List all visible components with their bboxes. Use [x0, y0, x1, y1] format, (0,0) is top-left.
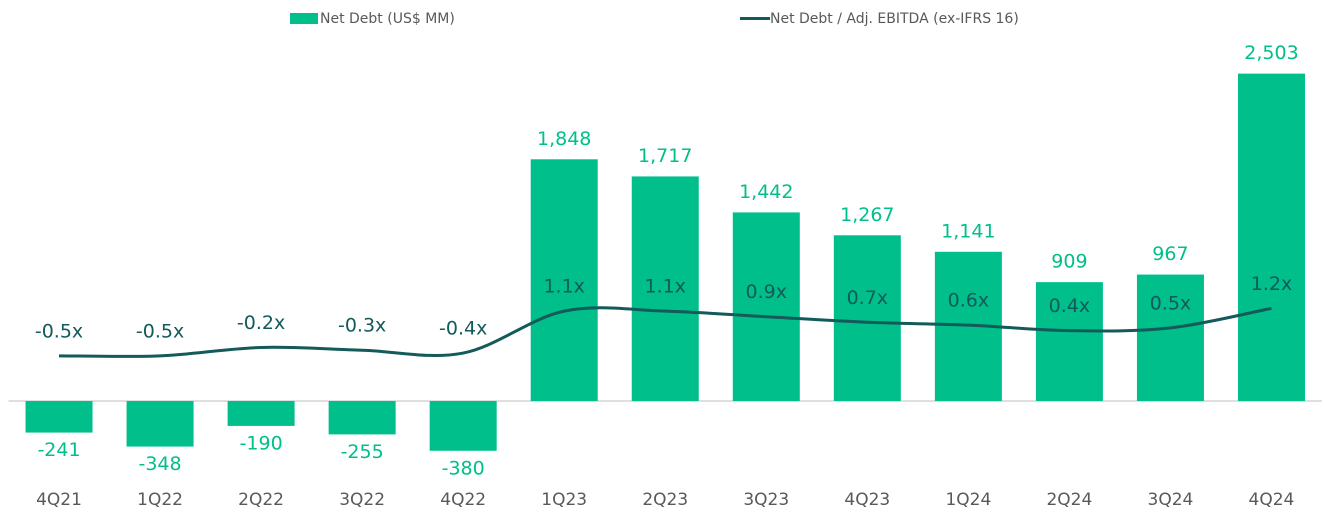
bar: [833, 235, 901, 402]
line-value-label: 0.9x: [746, 281, 787, 303]
line-value-label: -0.5x: [136, 320, 184, 342]
line-value-label: 0.6x: [948, 290, 989, 312]
bar-value-label: 1,848: [537, 128, 591, 150]
x-tick-label: 2Q22: [238, 490, 284, 510]
line-value-label: 0.5x: [1150, 292, 1191, 314]
line-value-label: 1.1x: [543, 276, 584, 298]
x-tick-label: 4Q21: [36, 490, 82, 510]
bar: [732, 212, 800, 402]
line-value-label: -0.3x: [338, 315, 386, 337]
legend-label: Net Debt (US$ MM): [320, 11, 455, 27]
bar-value-label: -255: [341, 441, 384, 463]
bar-value-label: 967: [1152, 243, 1188, 265]
bar-value-label: -190: [240, 432, 283, 454]
bar: [328, 401, 396, 435]
bar-value-label: 909: [1051, 251, 1087, 273]
bar: [1136, 274, 1204, 402]
line: [59, 306, 1272, 358]
bar: [227, 401, 295, 426]
x-tick-label: 3Q22: [339, 490, 385, 510]
line-value-label: 1.2x: [1251, 273, 1292, 295]
line-value-label: -0.2x: [237, 312, 285, 334]
bar-value-label: -348: [138, 453, 181, 475]
x-tick-label: 4Q23: [844, 490, 890, 510]
bar: [530, 159, 598, 402]
line-value-label: 1.1x: [645, 276, 686, 298]
bar-value-label: 1,717: [638, 145, 692, 167]
legend-label: Net Debt / Adj. EBITDA (ex-IFRS 16): [770, 11, 1019, 27]
bar: [25, 401, 93, 433]
x-tick-label: 2Q24: [1046, 490, 1092, 510]
x-tick-label: 3Q23: [743, 490, 789, 510]
bar: [1035, 282, 1103, 402]
x-tick-label: 2Q23: [642, 490, 688, 510]
x-tick-label: 4Q24: [1249, 490, 1295, 510]
bar-value-label: -380: [442, 457, 485, 479]
x-tick-label: 4Q22: [440, 490, 486, 510]
line-value-label: 0.7x: [847, 287, 888, 309]
line-value-label: -0.4x: [439, 318, 487, 340]
bar-value-label: 2,503: [1244, 42, 1298, 64]
legend-swatch: [290, 13, 318, 24]
bar: [429, 401, 497, 451]
x-tick-label: 1Q23: [541, 490, 587, 510]
line-value-label: 0.4x: [1049, 295, 1090, 317]
x-tick-label: 1Q24: [945, 490, 991, 510]
x-tick-label: 3Q24: [1148, 490, 1194, 510]
line-value-label: -0.5x: [35, 320, 83, 342]
bar: [1237, 73, 1305, 402]
bar-value-label: 1,141: [941, 220, 995, 242]
bar-value-label: 1,267: [840, 204, 894, 226]
bar: [631, 176, 699, 402]
bar: [126, 401, 194, 447]
bar-value-label: 1,442: [739, 181, 793, 203]
x-tick-label: 1Q22: [137, 490, 183, 510]
bar-value-label: -241: [37, 439, 80, 461]
